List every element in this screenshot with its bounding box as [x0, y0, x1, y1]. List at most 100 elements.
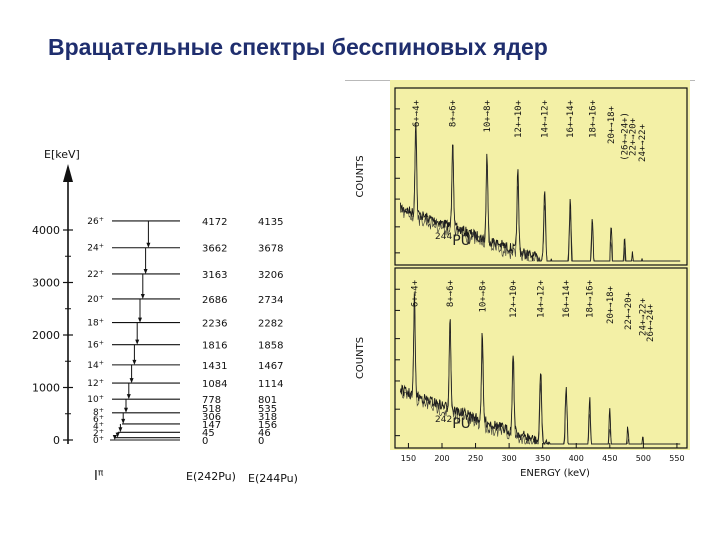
energy-x-tick-label: 250	[468, 454, 483, 463]
level-spin-label: 4+	[93, 421, 104, 432]
spectrum-frame	[394, 87, 688, 266]
level-spin-label: 12+	[87, 378, 104, 389]
level-spin-label: 14+	[87, 360, 104, 371]
energy-x-tick-label: 550	[669, 454, 684, 463]
slide-title: Вращательные спектры бесспиновых ядер	[48, 34, 548, 60]
level-energy-242pu: 1816	[202, 341, 227, 352]
peak-transition-label: 18+→16+	[588, 99, 598, 138]
peak-transition-label: 20+→18+	[606, 285, 616, 324]
energy-axis-tick-label: 4000	[32, 224, 60, 237]
spectrum-panel-242pu: COUNTS 6+→4+ 8+→6+ 10+→8+ 12+→10+ 14+→12+ 16+→…	[355, 267, 688, 449]
level-spin-label: 6+	[93, 414, 104, 425]
peak-transition-label: 12+→10+	[514, 99, 524, 138]
level-energy-244pu: 1858	[258, 341, 283, 352]
level-spin-label: 10+	[87, 394, 104, 405]
transition-arrowhead	[146, 242, 151, 248]
energy-axis-tick-label: 0	[53, 434, 60, 447]
energy-axis-tick-label: 3000	[32, 277, 60, 290]
energy-x-axis-label: ENERGY (keV)	[520, 468, 590, 479]
peak-transition-label: 14+→12+	[537, 279, 547, 318]
level-energy-244pu: 0	[258, 436, 264, 447]
peak-transition-label: 16+→14+	[566, 99, 576, 138]
peak-transition-label: 8+→6+	[449, 99, 459, 127]
level-energy-244pu: 2282	[258, 319, 283, 330]
level-energy-244pu: 318	[258, 412, 277, 423]
peak-transition-label: 6+→4+	[412, 99, 422, 127]
peak-transition-label: 6+→4+	[410, 279, 420, 307]
energy-x-tick-label: 200	[434, 454, 449, 463]
level-energy-242pu: 147	[202, 420, 221, 431]
level-spin-label: 18+	[87, 317, 104, 328]
transition-arrowhead	[118, 427, 123, 433]
energy-x-tick-label: 300	[501, 454, 516, 463]
energy-x-tick-label: 400	[569, 454, 584, 463]
spectrum-panel-244pu: COUNTS 6+→4+ 8+→6+ 10+→8+ 12+→10+ 14+→12+ 16+→…	[355, 87, 688, 266]
peak-transition-label: (26+→24+)	[621, 112, 631, 161]
level-spin-label: 22+	[87, 269, 104, 280]
energy-x-tick-label: 350	[535, 454, 550, 463]
peak-transition-label: 20+→18+	[607, 105, 617, 144]
level-energy-242pu: 4172	[202, 217, 227, 228]
level-spin-label: 24+	[87, 243, 104, 254]
level-lines	[110, 220, 180, 441]
energy-axis-tick-label: 1000	[32, 382, 60, 395]
transition-arrowhead	[138, 317, 142, 323]
peak-transition-label: 22+→20+	[624, 291, 634, 330]
level-energy-244pu: 2734	[258, 295, 283, 306]
level-spin-label: 2+	[93, 428, 104, 439]
level-energy-244pu: 3678	[258, 244, 283, 255]
level-spin-label: 0+	[93, 435, 104, 446]
level-energy-244pu: 4135	[258, 217, 283, 228]
level-energy-242pu: 45	[202, 428, 215, 439]
energy-x-tick-label: 500	[636, 454, 651, 463]
energy-x-tick-label: 150	[401, 454, 416, 463]
level-energy-242pu: 0	[202, 436, 208, 447]
transition-arrowhead	[124, 407, 128, 413]
level-energy-242pu: 518	[202, 404, 221, 415]
energy-axis: E[keV] 0 1000 2000 3000 4000	[32, 148, 80, 447]
spectra-figure: COUNTS 6+→4+ 8+→6+ 10+→8+ 12+→10+ 14+→12+ 16+→…	[345, 79, 695, 485]
transition-arrowhead	[135, 339, 140, 345]
peak-transition-label: 18+→16+	[586, 279, 596, 318]
level-energy-242pu: 3163	[202, 270, 227, 281]
spectrum-trace-overlay	[401, 132, 681, 262]
peak-transition-label: 10+→8+	[478, 279, 488, 312]
level-spin-label: 26+	[87, 216, 104, 227]
energy-axis-arrow	[63, 164, 73, 182]
level-energy-242pu: 2236	[202, 319, 227, 330]
transition-arrowhead	[126, 394, 131, 400]
peak-transition-label: 24+→22+	[639, 297, 649, 336]
counts-axis-label: COUNTS	[355, 337, 366, 379]
level-energy-242pu: 3662	[202, 244, 227, 255]
peak-transition-label: 24+→22+	[638, 123, 648, 162]
transition-arrowhead	[121, 418, 126, 424]
level-energy-242pu: 306	[202, 412, 221, 423]
level-energy-242pu: 1084	[202, 379, 227, 390]
energy-x-tick-label: 450	[602, 454, 617, 463]
peak-transition-label: 14+→12+	[541, 99, 551, 138]
peak-transition-label: 10+→8+	[483, 99, 493, 132]
transition-arrowhead	[115, 432, 120, 438]
level-energy-242pu: 778	[202, 395, 221, 406]
level-scheme-diagram: E[keV] 0 1000 2000 3000 4000 0+ 0 0 2+ 45 46 4+ 147 1…	[32, 148, 298, 485]
peak-transition-label: 12+→10+	[509, 279, 519, 318]
transition-arrowhead	[132, 359, 137, 365]
level-energy-244pu: 156	[258, 420, 277, 431]
energy-axis-label: E[keV]	[44, 148, 80, 161]
level-energy-244pu: 1114	[258, 379, 283, 390]
spectrum-frame	[394, 267, 688, 449]
transition-arrowhead	[129, 378, 134, 384]
peak-transition-label: 26+→24+	[646, 303, 656, 342]
level-energy-244pu: 46	[258, 428, 271, 439]
transition-arrowhead	[140, 293, 145, 299]
level-spin-label: 8+	[93, 407, 104, 418]
level-labels: 0+ 0 0 2+ 45 46 4+ 147 156 6+ 306 318 8+ 518 535 10+ 778…	[87, 216, 298, 485]
peak-transition-label: 22+→20+	[629, 117, 639, 156]
spectrum-trace-overlay	[401, 305, 681, 445]
level-energy-242pu: 1431	[202, 361, 227, 372]
peak-transition-label: 16+→14+	[562, 279, 572, 318]
column-label-244pu: E(244Pu)	[248, 472, 298, 485]
peak-transition-label: 8+→6+	[446, 279, 456, 307]
level-energy-244pu: 801	[258, 395, 277, 406]
nucleus-label: 242PU	[435, 415, 471, 432]
